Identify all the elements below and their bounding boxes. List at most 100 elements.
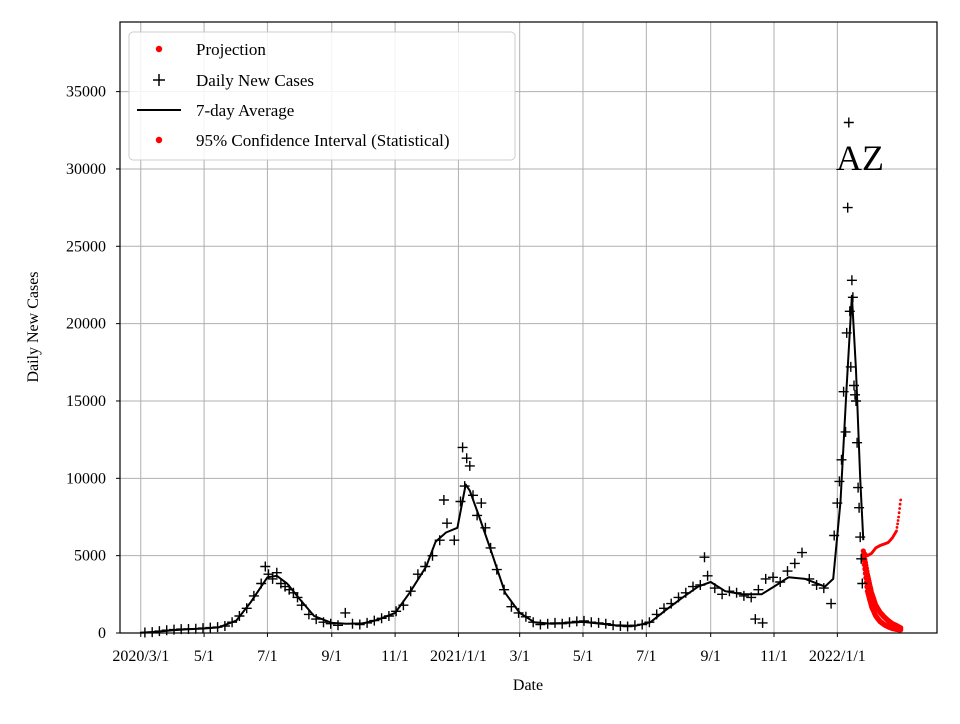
daily-case-marker bbox=[637, 619, 648, 630]
daily-case-marker bbox=[841, 327, 852, 338]
daily-case-marker bbox=[757, 617, 768, 628]
daily-case-marker bbox=[354, 619, 365, 630]
daily-case-marker bbox=[318, 617, 329, 628]
projection-dot bbox=[895, 529, 898, 533]
daily-case-marker bbox=[362, 617, 373, 628]
daily-case-marker bbox=[340, 607, 351, 618]
daily-case-marker bbox=[480, 522, 491, 533]
legend-marker-confidence-interval bbox=[155, 136, 163, 144]
daily-case-marker bbox=[491, 564, 502, 575]
daily-case-marker bbox=[849, 380, 859, 391]
daily-case-marker bbox=[760, 573, 771, 584]
daily-case-marker bbox=[542, 618, 553, 629]
projection-dot bbox=[895, 526, 899, 529]
x-tick-label: 2021/1/1 bbox=[430, 648, 487, 665]
x-tick-label: 9/1 bbox=[322, 648, 342, 665]
y-tick-label: 15000 bbox=[66, 393, 106, 410]
daily-case-marker bbox=[457, 442, 468, 453]
daily-case-marker bbox=[842, 202, 853, 213]
y-tick-label: 20000 bbox=[66, 316, 106, 333]
daily-case-marker bbox=[147, 627, 158, 638]
daily-case-marker bbox=[391, 606, 402, 617]
daily-case-marker bbox=[438, 495, 449, 505]
y-tick-label: 5000 bbox=[74, 548, 106, 565]
daily-case-marker bbox=[659, 603, 669, 614]
daily-case-marker bbox=[731, 587, 742, 598]
daily-case-marker bbox=[836, 454, 847, 465]
daily-case-marker bbox=[750, 614, 761, 625]
y-tick-label: 25000 bbox=[66, 238, 106, 255]
daily-case-marker bbox=[260, 561, 271, 572]
projection-dot bbox=[897, 515, 900, 519]
state-annotation: AZ bbox=[836, 138, 884, 178]
daily-case-marker bbox=[629, 620, 640, 631]
daily-case-marker bbox=[303, 609, 314, 620]
legend-box bbox=[128, 31, 516, 161]
daily-case-marker bbox=[256, 578, 267, 589]
projection-dot bbox=[897, 511, 901, 515]
daily-case-marker bbox=[472, 510, 483, 521]
daily-case-marker bbox=[550, 617, 560, 628]
daily-case-marker bbox=[673, 592, 684, 603]
daily-case-marker bbox=[853, 482, 864, 493]
daily-case-marker bbox=[476, 498, 487, 509]
daily-case-marker bbox=[818, 583, 829, 594]
ci-lower-dot bbox=[898, 627, 904, 633]
daily-case-marker bbox=[844, 306, 855, 317]
daily-case-marker bbox=[296, 600, 307, 611]
daily-case-marker bbox=[797, 547, 807, 558]
daily-case-marker bbox=[398, 600, 409, 611]
daily-case-marker bbox=[782, 566, 793, 577]
daily-case-marker bbox=[845, 361, 856, 372]
daily-case-marker bbox=[753, 584, 764, 595]
daily-case-marker bbox=[829, 530, 840, 541]
daily-case-marker bbox=[227, 617, 238, 628]
daily-case-marker bbox=[724, 586, 735, 597]
daily-case-marker bbox=[557, 618, 568, 629]
daily-case-marker bbox=[449, 535, 460, 546]
daily-case-marker bbox=[347, 618, 358, 629]
daily-case-marker bbox=[369, 615, 380, 626]
daily-case-marker bbox=[263, 569, 274, 580]
projection-dot bbox=[898, 507, 901, 510]
daily-case-marker bbox=[699, 552, 710, 563]
daily-case-marker bbox=[832, 498, 843, 509]
daily-case-marker bbox=[520, 611, 531, 622]
legend-label-7day-average: 7-day Average bbox=[196, 101, 294, 120]
plot-data bbox=[139, 117, 904, 638]
ci-lower-dot bbox=[861, 562, 867, 568]
x-tick-label: 5/1 bbox=[194, 648, 214, 665]
legend-label-projection: Projection bbox=[196, 40, 266, 59]
x-tick-label: 3/1 bbox=[509, 648, 529, 665]
ci-lower-dot bbox=[862, 570, 869, 577]
x-tick-label: 2020/3/1 bbox=[112, 648, 169, 665]
daily-case-marker bbox=[464, 460, 475, 471]
daily-case-marker bbox=[288, 587, 299, 598]
daily-case-marker bbox=[850, 389, 860, 400]
daily-case-marker bbox=[826, 598, 837, 609]
daily-case-marker bbox=[768, 572, 778, 583]
daily-case-marker bbox=[434, 535, 445, 546]
daily-case-marker bbox=[856, 553, 867, 564]
daily-case-marker bbox=[292, 592, 303, 603]
daily-case-marker bbox=[746, 592, 757, 603]
x-tick-label: 2022/1/1 bbox=[809, 648, 866, 665]
daily-case-marker bbox=[644, 617, 655, 628]
daily-case-marker bbox=[579, 615, 589, 626]
legend: Projection Daily New Cases 7-day Average… bbox=[128, 31, 516, 161]
legend-label-confidence-interval: 95% Confidence Interval (Statistical) bbox=[196, 131, 450, 150]
y-axis-title: Daily New Cases bbox=[25, 271, 42, 382]
x-tick-label: 11/1 bbox=[381, 648, 409, 665]
daily-case-marker bbox=[775, 577, 786, 587]
legend-label-daily-cases: Daily New Cases bbox=[196, 71, 314, 90]
daily-case-marker bbox=[702, 570, 713, 581]
daily-case-marker bbox=[267, 573, 278, 584]
daily-case-marker bbox=[855, 532, 866, 543]
daily-case-marker bbox=[442, 518, 452, 529]
legend-marker-projection bbox=[155, 45, 163, 53]
daily-case-marker bbox=[405, 586, 416, 597]
daily-case-marker bbox=[600, 618, 611, 629]
x-axis-title: Date bbox=[513, 677, 543, 694]
axis-ticks: 0 5000 10000 15000 20000 25000 30000 35000 2020/… bbox=[66, 84, 866, 665]
daily-case-marker bbox=[461, 453, 472, 464]
